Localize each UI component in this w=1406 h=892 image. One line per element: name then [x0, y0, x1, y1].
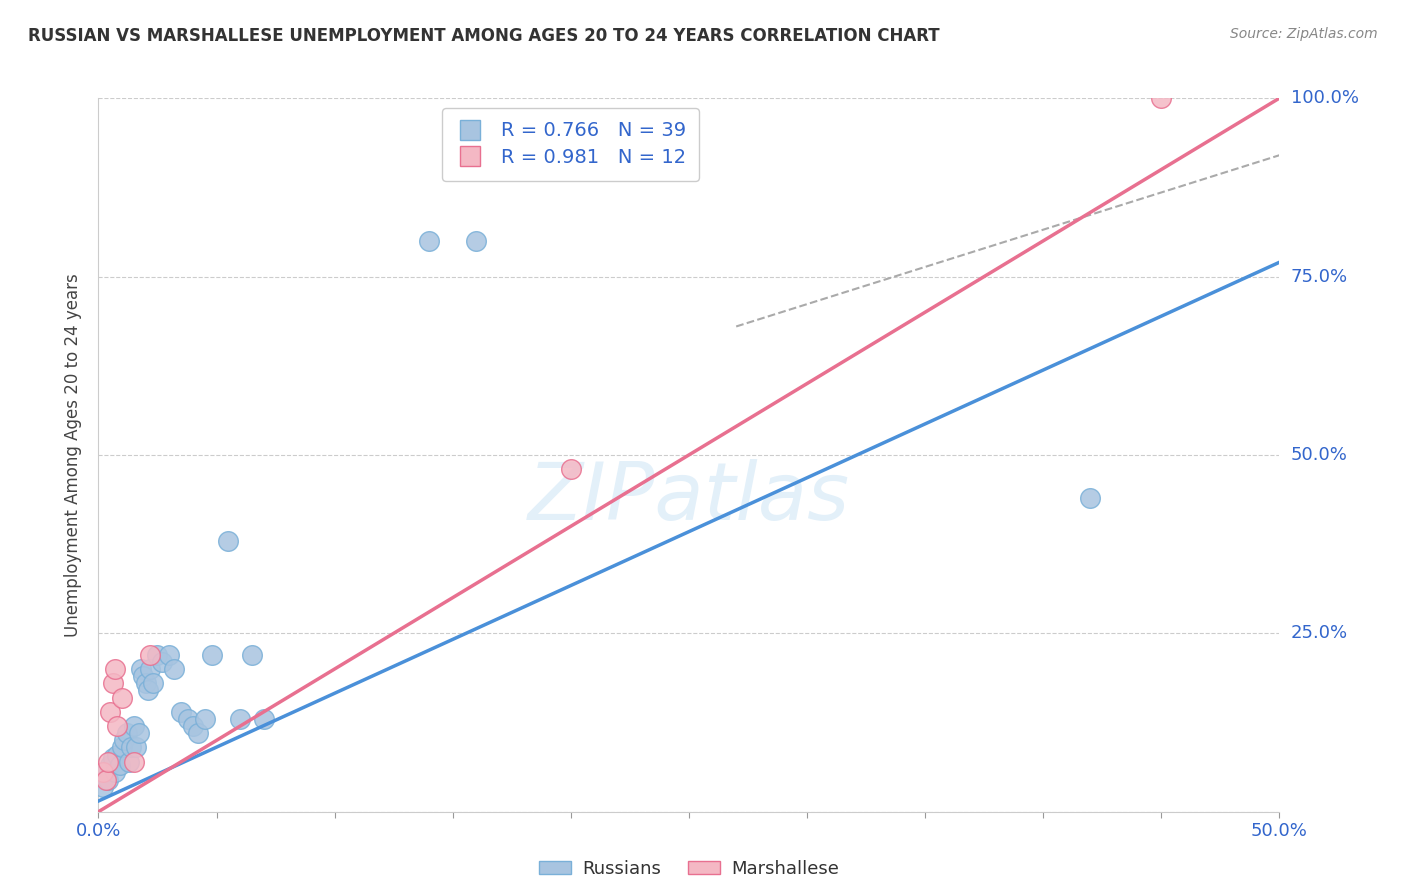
Point — [104, 765, 127, 780]
Point — [177, 712, 200, 726]
Point — [217, 533, 239, 548]
Point — [118, 755, 141, 769]
Point — [91, 765, 114, 780]
Text: 50.0%: 50.0% — [1291, 446, 1347, 464]
Point — [128, 726, 150, 740]
Point — [122, 755, 145, 769]
Text: RUSSIAN VS MARSHALLESE UNEMPLOYMENT AMONG AGES 20 TO 24 YEARS CORRELATION CHART: RUSSIAN VS MARSHALLESE UNEMPLOYMENT AMON… — [28, 27, 939, 45]
Point — [560, 462, 582, 476]
Point — [187, 726, 209, 740]
Point — [229, 712, 252, 726]
Point — [111, 740, 134, 755]
Point — [115, 726, 138, 740]
Point — [104, 662, 127, 676]
Point — [139, 648, 162, 662]
Text: 25.0%: 25.0% — [1291, 624, 1348, 642]
Point — [136, 683, 159, 698]
Point — [108, 758, 131, 772]
Point — [129, 662, 152, 676]
Point — [101, 751, 124, 765]
Point — [91, 780, 114, 794]
Point — [101, 676, 124, 690]
Point — [132, 669, 155, 683]
Text: 75.0%: 75.0% — [1291, 268, 1348, 285]
Point — [112, 733, 135, 747]
Point — [135, 676, 157, 690]
Point — [253, 712, 276, 726]
Point — [122, 719, 145, 733]
Point — [150, 655, 173, 669]
Point — [1150, 91, 1173, 105]
Point — [105, 747, 128, 762]
Text: Source: ZipAtlas.com: Source: ZipAtlas.com — [1230, 27, 1378, 41]
Point — [97, 772, 120, 787]
Point — [94, 765, 117, 780]
Point — [111, 690, 134, 705]
Point — [201, 648, 224, 662]
Point — [1080, 491, 1102, 505]
Point — [465, 234, 488, 248]
Point — [125, 740, 148, 755]
Legend: Russians, Marshallese: Russians, Marshallese — [531, 853, 846, 885]
Text: 100.0%: 100.0% — [1291, 89, 1358, 107]
Point — [194, 712, 217, 726]
Point — [94, 772, 117, 787]
Point — [98, 758, 121, 772]
Point — [240, 648, 263, 662]
Y-axis label: Unemployment Among Ages 20 to 24 years: Unemployment Among Ages 20 to 24 years — [65, 273, 83, 637]
Point — [142, 676, 165, 690]
Text: ZIPatlas: ZIPatlas — [527, 458, 851, 537]
Point — [181, 719, 204, 733]
Point — [139, 662, 162, 676]
Point — [98, 705, 121, 719]
Point — [121, 740, 143, 755]
Point — [418, 234, 440, 248]
Point — [105, 719, 128, 733]
Point — [170, 705, 193, 719]
Point — [97, 755, 120, 769]
Point — [146, 648, 169, 662]
Point — [157, 648, 180, 662]
Point — [163, 662, 186, 676]
